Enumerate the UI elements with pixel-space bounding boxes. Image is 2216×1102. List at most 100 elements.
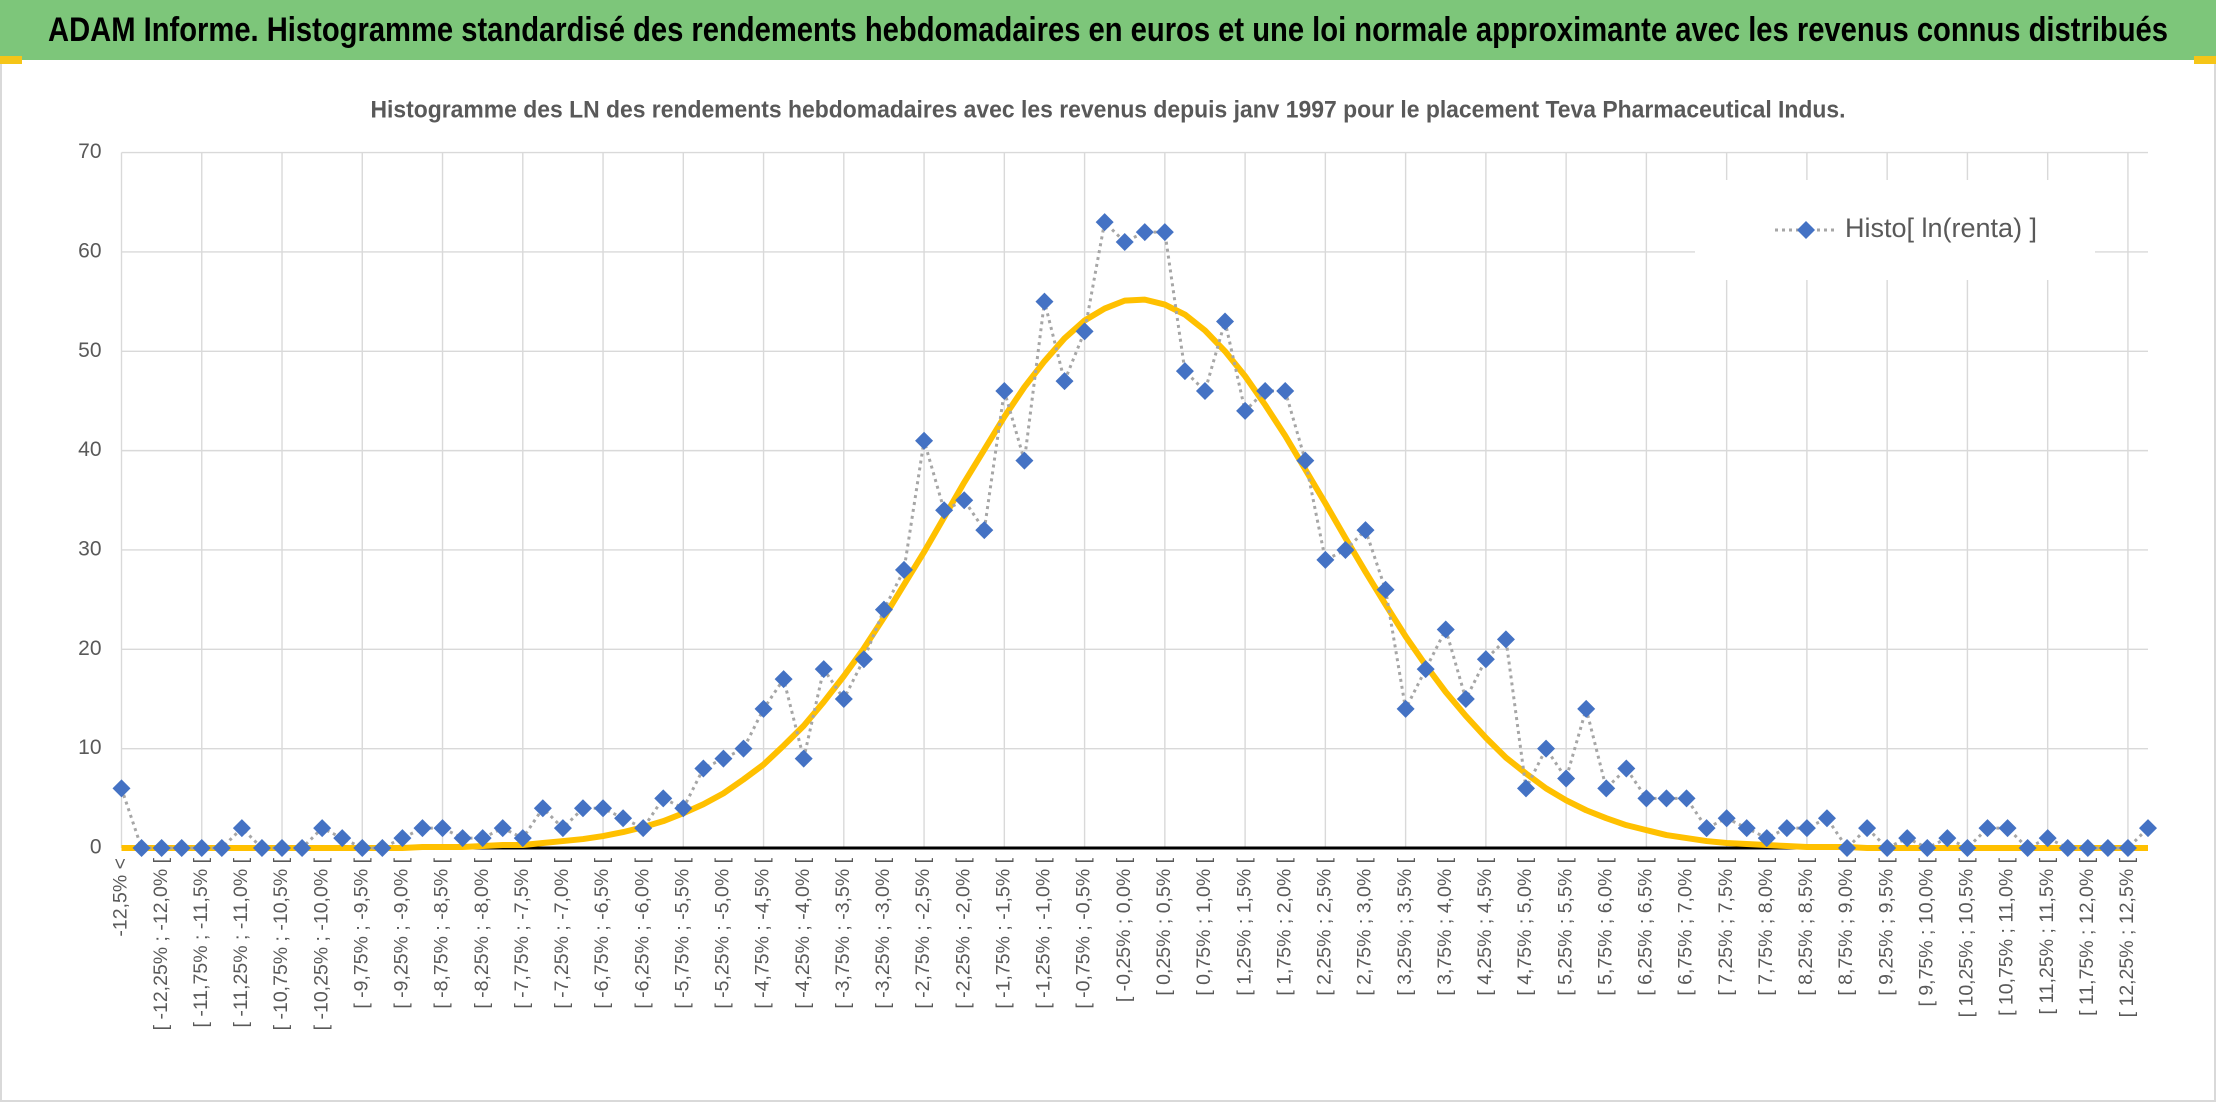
data-point	[1737, 819, 1756, 838]
chart-subtitle: Histogramme des LN des rendements hebdom…	[371, 96, 1846, 123]
data-point	[874, 600, 893, 619]
data-point	[1276, 382, 1295, 401]
x-tick-label: [ -6,75% ; -6,5% [	[591, 857, 613, 1008]
data-point	[433, 819, 452, 838]
data-point	[252, 839, 271, 857]
data-point	[1817, 809, 1836, 828]
data-point	[132, 839, 151, 857]
data-point	[854, 650, 873, 669]
data-point	[553, 819, 572, 838]
data-point	[473, 829, 492, 848]
y-tick-label: 20	[78, 637, 101, 660]
x-tick-label: [ 0,75% ; 1,0% [	[1193, 857, 1215, 995]
data-point	[333, 829, 352, 848]
data-point	[573, 799, 592, 818]
data-point	[674, 799, 693, 818]
data-point	[1256, 382, 1275, 401]
x-tick-label: [ -4,75% ; -4,5% [	[752, 857, 774, 1008]
x-tick-label: [ -3,75% ; -3,5% [	[832, 857, 854, 1008]
x-tick-label: [ 2,75% ; 3,0% [	[1354, 857, 1376, 995]
data-point	[1316, 550, 1335, 569]
data-point	[1216, 312, 1235, 331]
data-point	[1717, 809, 1736, 828]
x-tick-label: [ 4,75% ; 5,0% [	[1514, 857, 1536, 995]
data-point	[1376, 580, 1395, 599]
data-point	[1436, 620, 1455, 639]
data-point	[975, 521, 994, 540]
data-point	[112, 779, 131, 798]
x-tick-label: [ -8,25% ; -8,0% [	[471, 857, 493, 1008]
x-tick-label: [ -12,25% ; -12,0% [	[150, 857, 172, 1030]
data-point	[1296, 451, 1315, 470]
x-tick-label: [ 6,75% ; 7,0% [	[1675, 857, 1697, 995]
x-tick-label: [ -0,25% ; 0,0% [	[1113, 857, 1135, 1002]
data-point	[1476, 650, 1495, 669]
data-point	[1777, 819, 1796, 838]
title-banner	[0, 0, 2216, 60]
data-point	[232, 819, 251, 838]
data-point	[794, 749, 813, 768]
x-tick-label: [ 11,25% ; 11,5% [	[2036, 857, 2058, 1014]
data-point	[614, 809, 633, 828]
normal-curve	[121, 296, 2148, 851]
data-point	[493, 819, 512, 838]
data-point	[1175, 362, 1194, 381]
x-tick-label: [ -6,25% ; -6,0% [	[631, 857, 653, 1008]
data-point	[935, 501, 954, 520]
data-point	[1015, 451, 1034, 470]
data-point	[1757, 829, 1776, 848]
x-tick-label: [ 3,25% ; 3,5% [	[1394, 857, 1416, 995]
x-tick-label: [ -9,75% ; -9,5% [	[350, 857, 372, 1008]
x-tick-label: [ 0,25% ; 0,5% [	[1153, 857, 1175, 995]
data-point	[152, 839, 171, 857]
x-tick-label: [ -9,25% ; -9,0% [	[391, 857, 413, 1008]
data-point	[1577, 699, 1596, 718]
data-point	[1517, 779, 1536, 798]
data-point	[172, 839, 191, 857]
data-point	[2078, 839, 2097, 857]
y-tick-label: 30	[78, 538, 101, 561]
data-point	[734, 739, 753, 758]
x-tick-label: [ 5,25% ; 5,5% [	[1554, 857, 1576, 995]
y-tick-label: 10	[78, 736, 101, 759]
data-point	[654, 789, 673, 808]
x-tick-label: [ 1,25% ; 1,5% [	[1233, 857, 1255, 995]
data-point	[1978, 819, 1997, 838]
data-point	[2018, 839, 2037, 857]
data-point	[995, 382, 1014, 401]
data-point	[1336, 540, 1355, 559]
data-point	[293, 839, 312, 857]
data-point	[1115, 233, 1134, 252]
x-tick-label: [ -1,75% ; -1,5% [	[992, 857, 1014, 1008]
x-tick-label: [ -7,25% ; -7,0% [	[551, 857, 573, 1008]
y-tick-label: 60	[78, 239, 101, 262]
data-point	[2118, 839, 2137, 857]
data-point	[513, 829, 532, 848]
x-tick-label: [ 10,25% ; 10,5% [	[1956, 857, 1978, 1017]
data-point	[1537, 739, 1556, 758]
data-point	[273, 839, 292, 857]
legend-box	[1695, 180, 2095, 280]
y-tick-label: 40	[78, 438, 101, 461]
data-point	[393, 829, 412, 848]
x-tick-label: -12,5% <	[110, 858, 132, 937]
data-point	[714, 749, 733, 768]
x-tick-label: [ 8,25% ; 8,5% [	[1795, 857, 1817, 995]
data-point	[1617, 759, 1636, 778]
y-tick-label: 0	[90, 836, 102, 859]
x-tick-label: [ -1,25% ; -1,0% [	[1033, 857, 1055, 1008]
data-point	[634, 819, 653, 838]
data-point	[373, 839, 392, 857]
data-point	[1677, 789, 1696, 808]
data-point	[594, 799, 613, 818]
data-point	[1055, 372, 1074, 391]
data-point	[1396, 699, 1415, 718]
data-point	[1878, 839, 1897, 857]
x-tick-label: [ 2,25% ; 2,5% [	[1314, 857, 1336, 995]
data-point	[834, 689, 853, 708]
x-tick-label: [ -4,25% ; -4,0% [	[792, 857, 814, 1008]
x-tick-label: [ 11,75% ; 12,0% [	[2076, 857, 2098, 1015]
data-point	[814, 660, 833, 679]
x-tick-label: [ 9,75% ; 10,0% [	[1915, 857, 1937, 1006]
y-tick-label: 50	[78, 339, 101, 362]
